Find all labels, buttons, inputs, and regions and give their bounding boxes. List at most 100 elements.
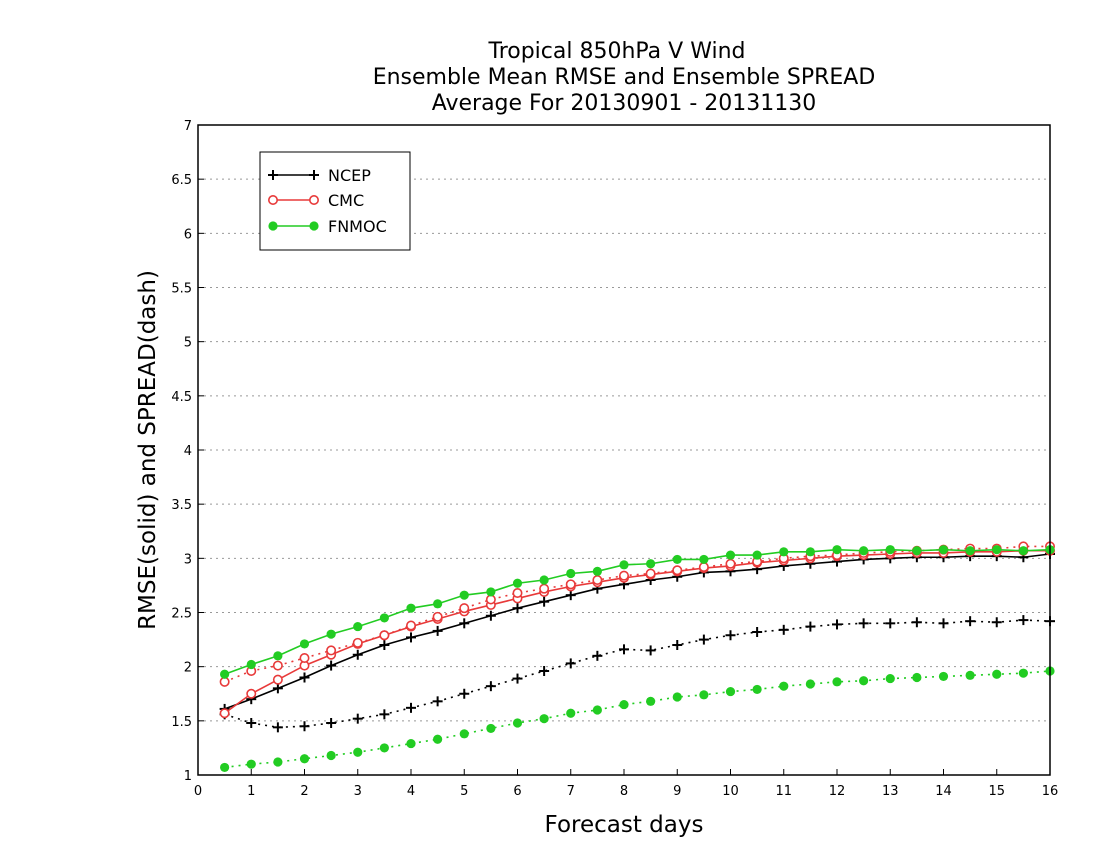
fnmoc-spread-point (566, 708, 576, 718)
fnmoc-rmse-point (353, 621, 363, 632)
cmc-spread-point (272, 660, 283, 671)
cmc-spread-line (224, 545, 1050, 683)
cmc-spread-point (645, 568, 656, 579)
y-tick-label: 4.5 (171, 390, 192, 405)
fnmoc-spread-point (938, 671, 949, 682)
legend-label-cmc: CMC (328, 191, 364, 210)
legend-marks (267, 170, 319, 231)
y-tick-label: 1 (184, 769, 192, 784)
y-tick-label: 6 (184, 227, 192, 242)
fnmoc-rmse-point (805, 547, 815, 557)
x-tick-label: 8 (620, 784, 628, 799)
ncep-spread-point (406, 702, 416, 713)
ncep-spread-point (459, 688, 470, 699)
x-tick-label: 13 (882, 784, 899, 799)
ncep-rmse-point (272, 683, 283, 694)
fnmoc-rmse-point (859, 546, 869, 556)
cmc-spread-point (485, 594, 496, 605)
fnmoc-rmse-point (699, 554, 709, 565)
ncep-spread-point (725, 630, 736, 641)
fnmoc-spread-point (832, 677, 842, 687)
ncep-rmse-point (485, 610, 496, 621)
ncep-spread-point (911, 617, 922, 628)
fnmoc-rmse-point (619, 560, 629, 570)
ncep-spread-point (752, 627, 763, 637)
fnmoc-rmse-point (752, 550, 762, 560)
fnmoc-spread-point (965, 670, 975, 680)
cmc-spread-point (512, 587, 523, 598)
fnmoc-rmse-point (486, 587, 496, 597)
y-axis-label: RMSE(solid) and SPREAD(dash) (135, 270, 161, 630)
ncep-spread-line (224, 619, 1051, 729)
fnmoc-spread-point (859, 676, 869, 686)
ncep-spread-point (832, 619, 842, 630)
legend-marker-ncep (268, 170, 278, 180)
cmc-spread-point (725, 558, 736, 569)
fnmoc-rmse-point (459, 590, 469, 600)
legend-marker-cmc (267, 195, 278, 206)
fnmoc-rmse-point (965, 546, 975, 556)
fnmoc-rmse-point (885, 545, 895, 555)
y-tick-label: 4 (184, 444, 192, 459)
legend-marker-fnmoc (268, 221, 278, 231)
ncep-rmse-point (459, 618, 470, 629)
fnmoc-spread-point (646, 696, 656, 706)
x-tick-label: 4 (407, 784, 415, 799)
fnmoc-spread-point (273, 757, 283, 767)
cmc-rmse-point (272, 674, 283, 685)
fnmoc-spread-point (912, 672, 922, 683)
fnmoc-rmse-point (299, 639, 310, 649)
x-tick-label: 2 (300, 784, 308, 799)
ncep-spread-point (672, 640, 683, 650)
fnmoc-rmse-point (832, 545, 842, 555)
legend-label-fnmoc: FNMOC (328, 217, 387, 236)
fnmoc-spread-point (592, 705, 602, 715)
fnmoc-spread-point (406, 738, 416, 749)
ncep-spread-point (272, 722, 283, 733)
ncep-rmse-line (224, 553, 1051, 710)
cmc-rmse-point (219, 708, 230, 719)
cmc-spread-point (618, 570, 629, 581)
ncep-spread-point (619, 644, 629, 655)
fnmoc-spread-point (246, 759, 256, 769)
y-tick-label: 6.5 (171, 173, 192, 188)
fnmoc-spread-point (619, 699, 629, 710)
fnmoc-rmse-point (246, 659, 256, 670)
fnmoc-spread-point (779, 681, 789, 691)
fnmoc-spread-point (539, 714, 549, 724)
fnmoc-rmse-point (566, 568, 576, 579)
ncep-rmse-point (565, 590, 576, 601)
fnmoc-spread-line (224, 670, 1051, 769)
ncep-spread-point (326, 718, 337, 728)
fnmoc-spread-point (459, 729, 469, 739)
ncep-spread-point (485, 681, 496, 692)
fnmoc-spread-point (353, 747, 363, 757)
cmc-spread-point (379, 630, 390, 641)
fnmoc-rmse-point (406, 603, 416, 613)
y-tick-label: 3 (184, 552, 192, 567)
ncep-spread-point (805, 621, 816, 632)
ncep-spread-point (352, 713, 363, 724)
ncep-spread-point (299, 721, 310, 732)
fnmoc-rmse-point (433, 599, 443, 609)
y-tick-label: 5.5 (171, 282, 192, 297)
x-tick-label: 15 (988, 784, 1005, 799)
ncep-rmse-point (539, 596, 550, 607)
ncep-spread-point (1018, 615, 1029, 626)
cmc-rmse-point (246, 688, 257, 699)
legend-label-ncep: NCEP (328, 166, 371, 185)
x-tick-label: 3 (354, 784, 362, 799)
legend-marker-fnmoc (309, 221, 319, 231)
cmc-spread-point (326, 645, 337, 656)
x-tick-label: 14 (935, 784, 952, 799)
ncep-rmse-point (352, 649, 363, 660)
fnmoc-spread-point (486, 723, 496, 734)
ncep-spread-point (592, 650, 603, 661)
ncep-rmse-point (512, 603, 523, 614)
y-tick-label: 1.5 (171, 715, 192, 730)
legend-box (259, 151, 411, 251)
fnmoc-rmse-point (326, 629, 336, 639)
ncep-spread-point (778, 624, 789, 635)
fnmoc-rmse-point (725, 550, 736, 560)
